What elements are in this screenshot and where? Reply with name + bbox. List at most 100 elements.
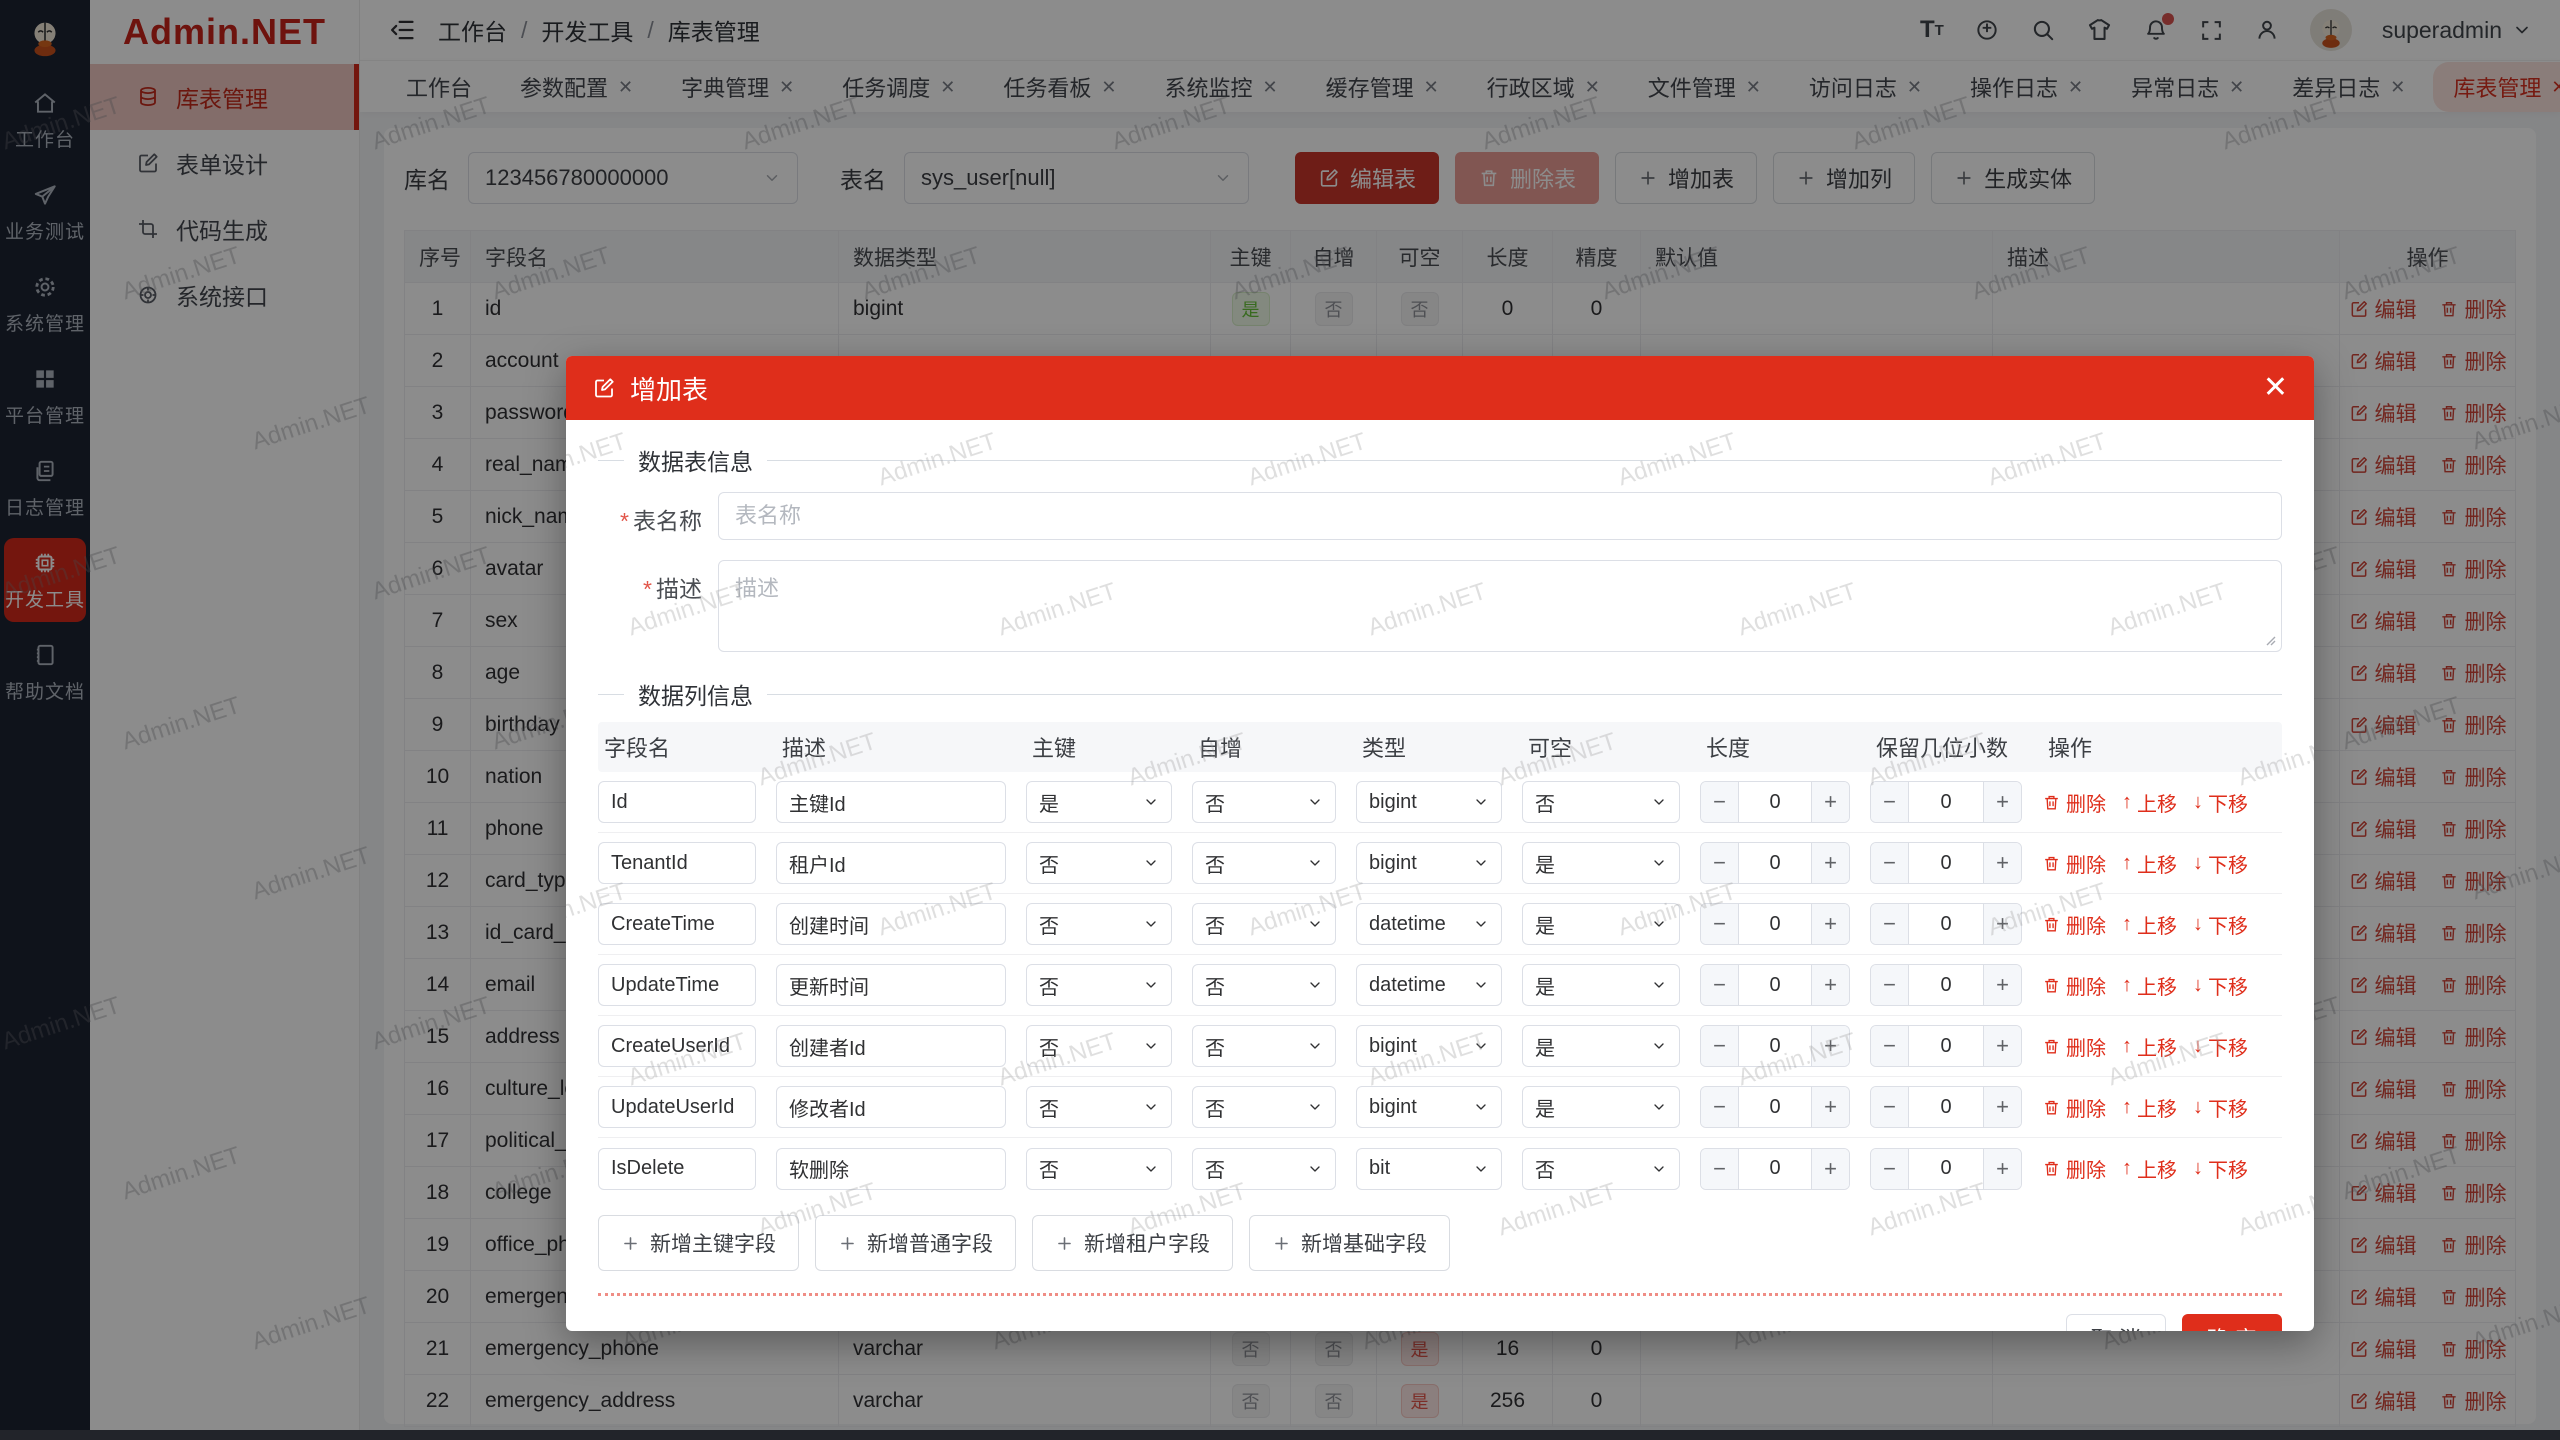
primary-key-select[interactable]: 是 [1026, 781, 1172, 823]
generate-entity-button[interactable]: 生成实体 [1931, 152, 2096, 204]
stepper-value[interactable]: 0 [1940, 1095, 1952, 1118]
decrease-button[interactable]: − [1701, 965, 1739, 1005]
tab-item[interactable]: 字典管理 ✕ [661, 62, 814, 112]
edit-row-link[interactable]: 编辑 [2349, 1282, 2417, 1312]
auto-increment-select[interactable]: 否 [1192, 903, 1336, 945]
field-desc-input[interactable] [776, 903, 1006, 945]
close-tab-icon[interactable]: ✕ [2229, 76, 2245, 97]
nullable-select[interactable]: 是 [1522, 903, 1680, 945]
close-tab-icon[interactable]: ✕ [2068, 76, 2084, 97]
increase-button[interactable]: + [1983, 904, 2021, 944]
edit-row-link[interactable]: 编辑 [2349, 554, 2417, 584]
tab-item[interactable]: 任务看板 ✕ [983, 62, 1136, 112]
move-up-link[interactable]: ↑ 上移 [2122, 1034, 2177, 1060]
primary-key-select[interactable]: 否 [1026, 842, 1172, 884]
edit-row-link[interactable]: 编辑 [2349, 606, 2417, 636]
edit-row-link[interactable]: 编辑 [2349, 346, 2417, 376]
delete-row-link[interactable]: 删除 [2439, 502, 2507, 532]
data-type-select[interactable]: bit [1356, 1147, 1502, 1190]
decrease-button[interactable]: − [1871, 904, 1909, 944]
primary-key-select[interactable]: 否 [1026, 964, 1172, 1006]
close-tab-icon[interactable]: ✕ [779, 76, 795, 97]
delete-table-button[interactable]: 删除表 [1455, 152, 1600, 204]
delete-row-link[interactable]: 删除 [2439, 710, 2507, 740]
delete-row-link[interactable]: 删除 [2439, 1074, 2507, 1104]
stepper-value[interactable]: 0 [1769, 1095, 1781, 1118]
rail-item-dev-tools[interactable]: 开发工具 [4, 538, 86, 622]
stepper-value[interactable]: 0 [1940, 790, 1952, 813]
tab-item[interactable]: 库表管理 ✕ [2433, 61, 2560, 112]
data-type-select[interactable]: bigint [1356, 1086, 1502, 1128]
field-desc-input[interactable] [776, 964, 1006, 1006]
close-tab-icon[interactable]: ✕ [2390, 76, 2406, 97]
move-down-link[interactable]: ↓ 下移 [2193, 1157, 2248, 1182]
increase-button[interactable]: + [1983, 1026, 2021, 1066]
field-name-input[interactable] [598, 1025, 756, 1067]
edit-row-link[interactable]: 编辑 [2349, 1126, 2417, 1156]
increase-button[interactable]: + [1811, 1148, 1849, 1189]
stepper-value[interactable]: 0 [1940, 1034, 1952, 1057]
stepper-value[interactable]: 0 [1769, 1034, 1781, 1057]
notification-bell-icon[interactable] [2143, 13, 2174, 43]
cancel-button[interactable]: 取 消 [2065, 1314, 2166, 1331]
increase-button[interactable]: + [1811, 965, 1849, 1005]
tab-item[interactable]: 任务调度 ✕ [822, 62, 975, 112]
close-tab-icon[interactable]: ✕ [618, 76, 634, 97]
move-up-link[interactable]: ↑ 上移 [2122, 851, 2177, 877]
user-menu[interactable]: superadmin [2382, 17, 2532, 44]
decrease-button[interactable]: − [1701, 1087, 1739, 1127]
tab-item[interactable]: 工作台 [386, 62, 492, 112]
decrease-button[interactable]: − [1701, 1148, 1739, 1189]
nullable-select[interactable]: 否 [1522, 1147, 1680, 1190]
delete-field-link[interactable]: 删除 [2042, 1093, 2106, 1122]
edit-row-link[interactable]: 编辑 [2349, 398, 2417, 428]
delete-row-link[interactable]: 删除 [2439, 814, 2507, 844]
delete-row-link[interactable]: 删除 [2439, 762, 2507, 792]
table-name-select[interactable]: sys_user[null] [904, 152, 1249, 204]
increase-button[interactable]: + [1983, 782, 2021, 822]
submenu-item-system-api[interactable]: 系统接口 [90, 262, 359, 328]
delete-field-link[interactable]: 删除 [2042, 849, 2106, 878]
tab-item[interactable]: 操作日志 ✕ [1950, 62, 2103, 112]
tab-item[interactable]: 系统监控 ✕ [1144, 62, 1297, 112]
edit-row-link[interactable]: 编辑 [2349, 814, 2417, 844]
stepper-value[interactable]: 0 [1940, 1157, 1952, 1179]
close-tab-icon[interactable]: ✕ [1101, 76, 1117, 97]
delete-row-link[interactable]: 删除 [2439, 1282, 2507, 1312]
field-name-input[interactable] [598, 842, 756, 884]
field-name-input[interactable] [598, 781, 756, 823]
submenu-item-db-table-mgmt[interactable]: 库表管理 [90, 64, 359, 130]
add-pk-field-button[interactable]: 新增主键字段 [598, 1215, 799, 1271]
add-tenant-field-button[interactable]: 新增租户字段 [1032, 1215, 1233, 1271]
increase-button[interactable]: + [1983, 843, 2021, 883]
edit-row-link[interactable]: 编辑 [2349, 1334, 2417, 1364]
primary-key-select[interactable]: 否 [1026, 1147, 1172, 1190]
primary-key-select[interactable]: 否 [1026, 903, 1172, 945]
increase-button[interactable]: + [1983, 1087, 2021, 1127]
rail-item-log-mgmt[interactable]: 日志管理 [4, 446, 86, 530]
close-tab-icon[interactable]: ✕ [940, 76, 956, 97]
increase-button[interactable]: + [1811, 904, 1849, 944]
stepper-value[interactable]: 0 [1769, 912, 1781, 935]
increase-button[interactable]: + [1983, 965, 2021, 1005]
rail-item-workbench[interactable]: 工作台 [4, 78, 86, 162]
field-desc-input[interactable] [776, 842, 1006, 884]
rail-item-system-mgmt[interactable]: 系统管理 [4, 262, 86, 346]
decrease-button[interactable]: − [1871, 1087, 1909, 1127]
auto-increment-select[interactable]: 否 [1192, 1086, 1336, 1128]
stepper-value[interactable]: 0 [1769, 790, 1781, 813]
delete-field-link[interactable]: 删除 [2042, 910, 2106, 939]
rail-item-help-docs[interactable]: 帮助文档 [4, 630, 86, 714]
nullable-select[interactable]: 是 [1522, 964, 1680, 1006]
edit-row-link[interactable]: 编辑 [2349, 502, 2417, 532]
move-up-link[interactable]: ↑ 上移 [2122, 912, 2177, 938]
auto-increment-select[interactable]: 否 [1192, 1147, 1336, 1190]
move-down-link[interactable]: ↓ 下移 [2193, 1034, 2248, 1060]
db-name-select[interactable]: 123456780000000 [468, 152, 798, 204]
delete-row-link[interactable]: 删除 [2439, 450, 2507, 480]
tab-item[interactable]: 异常日志 ✕ [2111, 62, 2264, 112]
field-name-input[interactable] [598, 964, 756, 1006]
user-avatar[interactable] [2309, 9, 2352, 51]
decrease-button[interactable]: − [1701, 782, 1739, 822]
